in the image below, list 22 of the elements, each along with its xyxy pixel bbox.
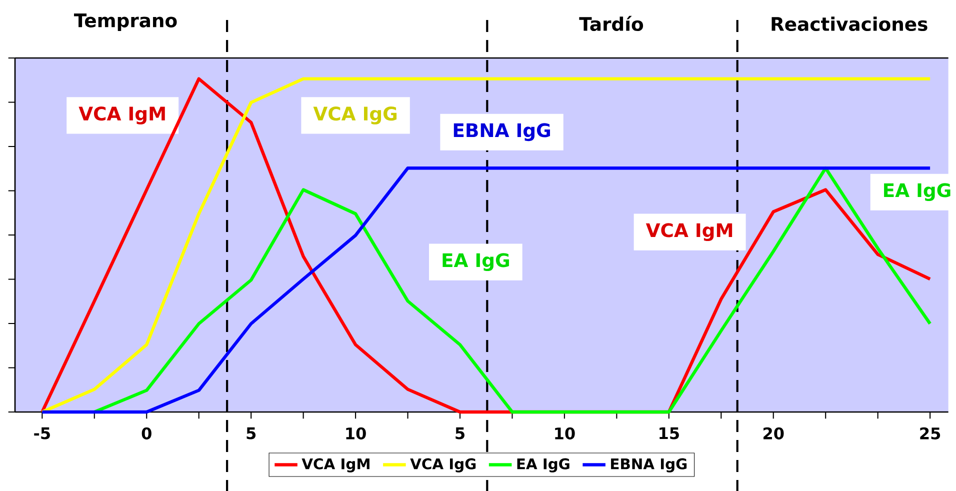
- legend-label: VCA IgM: [302, 458, 370, 472]
- x-tick-label: 10: [555, 427, 575, 440]
- x-tick-label: 5: [456, 427, 464, 440]
- text: VCA IgM: [78, 106, 165, 124]
- legend-label: VCA IgG: [410, 458, 476, 472]
- text: VCA IgG: [313, 106, 397, 124]
- text: EA IgG: [884, 183, 950, 202]
- text: Reactivaciones: [772, 16, 928, 32]
- x-tick-label: 5: [246, 427, 256, 440]
- x-tick-label: 15: [660, 427, 679, 440]
- x-tick-label: 25: [920, 427, 940, 440]
- legend-label: EBNA IgG: [611, 458, 687, 472]
- text: EBNA IgG: [454, 123, 550, 142]
- legend-label: EA IgG: [517, 458, 570, 472]
- text: EA IgG: [442, 253, 509, 272]
- x-tick-label: -5: [34, 427, 50, 440]
- x-tick-label: 20: [764, 427, 784, 440]
- text: VCA IgM: [646, 223, 732, 242]
- x-tick-label: 0: [142, 427, 152, 440]
- text: Temprano: [74, 14, 177, 32]
- x-tick-label: 10: [346, 427, 366, 440]
- text: Tardío: [579, 16, 644, 32]
